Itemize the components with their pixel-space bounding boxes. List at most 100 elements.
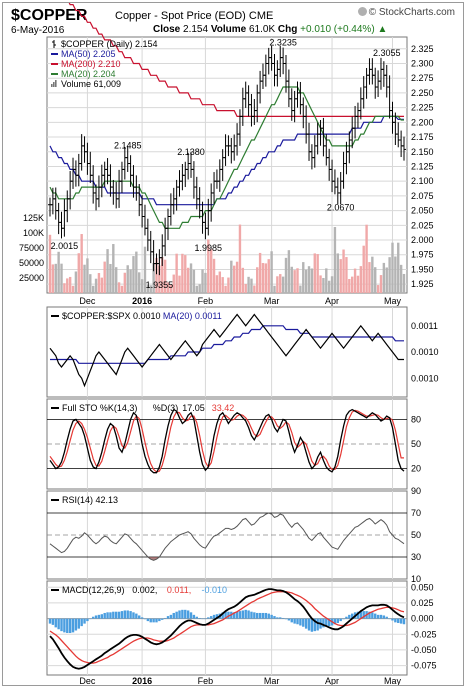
volume-bar [353,268,357,293]
macd-histogram-bar [253,612,256,619]
ratio-legend-text: $COPPER:$SPX 0.0010 [62,311,161,321]
ratio-legend-item: MA(20) 0.0011 [163,311,222,321]
price-legend-item: MA(50) 2.205 [51,49,116,59]
price-legend-item: MA(20) 2.204 [51,69,116,79]
price-annotation: 2.3055 [373,48,401,58]
volume-bar [235,261,239,293]
chg-value: +0.010 (+0.44%) [300,24,375,35]
volume-bar [221,277,224,293]
volume-bar [138,272,141,293]
price-tick-label: 2.275 [411,73,434,83]
macd-panel [46,580,408,676]
volume-bar [68,276,72,293]
volume-bar [302,262,305,293]
macd-histogram-bar [97,614,101,619]
price-tick-label: 1.975 [411,250,434,260]
macd-histogram-bar [394,618,397,623]
macd-histogram-bar [66,618,69,634]
price-annotation: 1.9355 [146,280,174,290]
volume-bar [388,257,391,293]
stochastic-legend-text: 33.42 [212,403,235,413]
macd-histogram-bar [74,618,78,631]
ratio-legend-item: $COPPER:$SPX 0.0010 [51,311,161,321]
macd-histogram-bar [123,610,127,619]
macd-histogram-bar [189,612,193,619]
macd-histogram-bar [158,618,161,622]
macd-histogram-bar [155,618,158,623]
volume-bar [51,264,55,293]
volume-bar [276,276,279,293]
volume-bar [166,282,170,293]
macd-histogram-bar [192,614,196,619]
volume-bar [60,263,63,293]
macd-histogram-bar [302,618,305,627]
x-axis-label: Apr [325,296,339,306]
volume-bar [77,253,80,293]
volume-bar [198,284,201,293]
macd-histogram-bar [287,618,291,621]
macd-histogram-bar [241,610,245,619]
volume-bar [362,245,365,293]
macd-histogram-bar [391,618,394,621]
rsi-tick-label: 90 [411,486,421,496]
macd-histogram-bar [402,618,406,625]
macd-histogram-bar [51,618,55,625]
brand-label[interactable]: © StockCharts.com [357,7,455,18]
volume-bar [89,274,92,293]
macd-histogram-bar [371,612,374,619]
macd-histogram-bar [63,618,66,633]
macd-histogram-bar [68,618,72,634]
macd-histogram-bar [293,618,296,624]
macd-tick-label: -0.050 [411,645,437,655]
price-tick-label: 2.200 [411,117,434,127]
ratio-tick-label: 0.0011 [411,321,438,331]
volume-bar [322,278,325,293]
rsi-tick-label: 50 [411,530,421,540]
macd-histogram-bar [368,611,371,619]
macd-histogram-bar [48,618,52,624]
macd-histogram-bar [399,618,403,624]
x-axis-label: Dec [79,296,96,306]
macd-legend-item: -0.010 [202,585,228,595]
volume-bar [342,249,345,293]
volume-bar [374,267,377,293]
stochastic-legend-item: Full STO %K(14,3) [51,403,137,413]
macd-histogram-bar [316,618,319,631]
price-tick-label: 2.075 [411,191,434,201]
rsi-tick-label: 30 [411,552,421,562]
volume-bar [284,257,288,293]
macd-histogram-bar [91,616,95,619]
macd-histogram-bar [359,611,363,619]
macd-histogram-bar [198,617,201,619]
macd-histogram-bar [175,611,178,619]
stochastic-legend-item: %D(3) [153,403,179,413]
macd-histogram-bar [227,611,230,619]
price-annotation: 2.0670 [327,203,355,213]
price-legend-item: Volume 61,009 [51,79,121,89]
volume-bar [100,277,104,293]
stochastic-legend-text: 17.05 [182,403,205,413]
price-legend-text: $COPPER (Daily) 2.154 [61,39,158,49]
macd-tick-label: -0.075 [411,661,437,671]
macd-histogram-bar [261,612,265,619]
ratio-tick-label: 0.0010 [411,373,439,383]
macd-histogram-bar [296,618,299,625]
legend-volume-icon [53,82,55,87]
volume-bar [114,267,118,293]
macd-histogram-bar [379,614,383,619]
volume-bar [186,267,190,293]
price-tick-label: 2.100 [411,176,434,186]
volume-bar [290,266,293,293]
macd-histogram-bar [333,618,337,625]
stockcharts-logo-icon [357,7,367,16]
macd-histogram-bar [135,613,138,619]
volume-bar [218,271,222,293]
volume-bar [74,271,78,293]
macd-legend-text: 0.002, [132,585,157,595]
volume-bar [158,265,161,293]
macd-histogram-bar [299,618,302,626]
price-tick-label: 2.175 [411,132,434,142]
volume-bar [112,244,115,293]
chart-canvas: 1.925 1.950 1.975 2.000 2.025 2.050 2.075 2.100… [19,3,439,685]
volume-bar [345,257,348,293]
